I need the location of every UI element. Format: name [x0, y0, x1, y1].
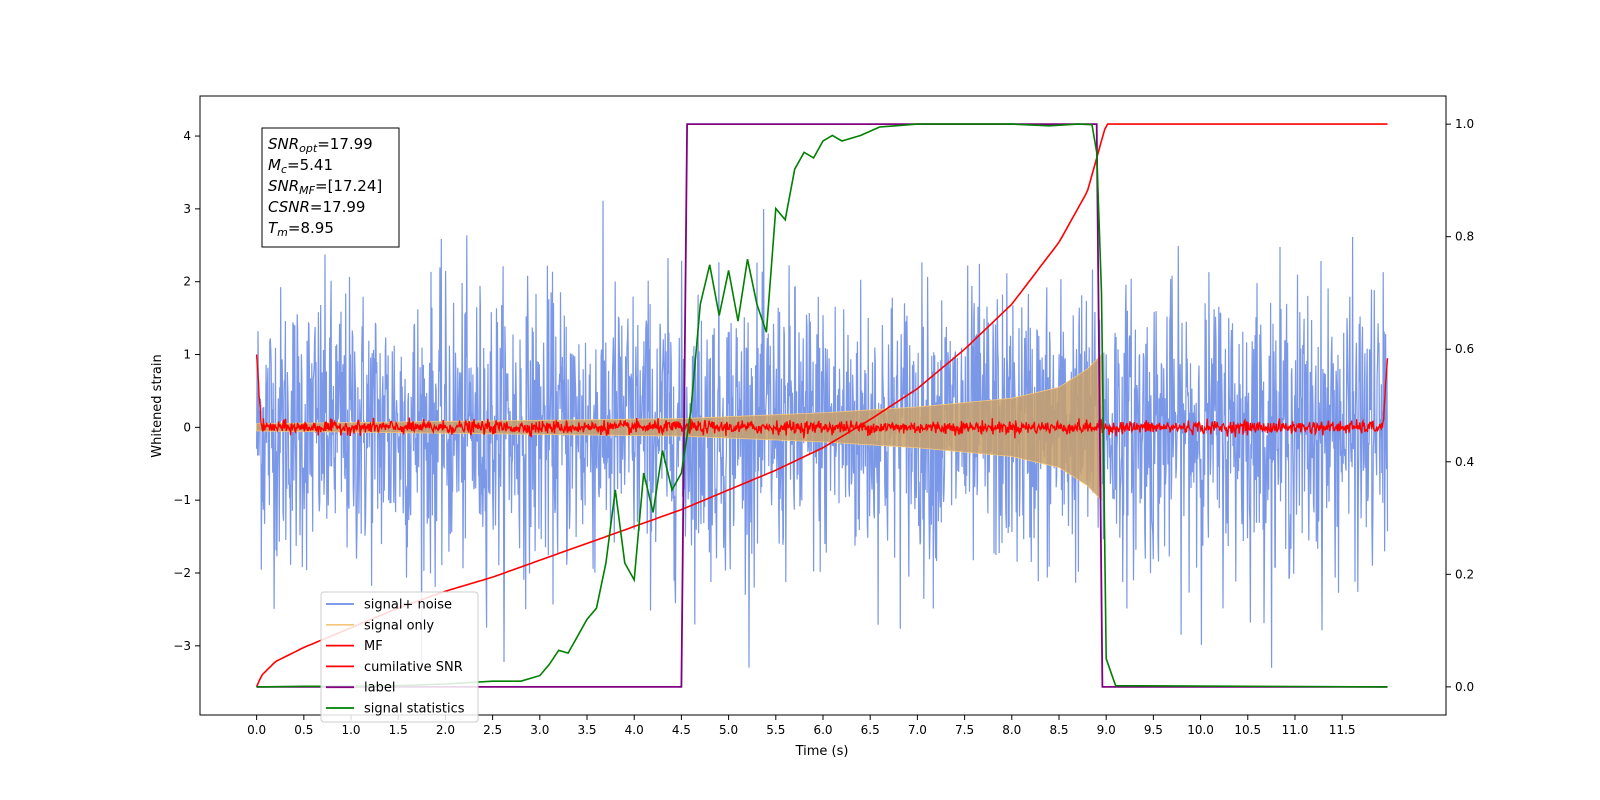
- x-tick-label: 1.5: [389, 723, 408, 737]
- x-tick-label: 6.0: [813, 723, 832, 737]
- x-tick-label: 0.5: [294, 723, 313, 737]
- x-tick-label: 2.0: [436, 723, 455, 737]
- x-tick-label: 9.5: [1144, 723, 1163, 737]
- x-tick-label: 5.0: [719, 723, 738, 737]
- legend-entry-label: signal statistics: [364, 702, 465, 717]
- y-right-tick-label: 1.0: [1455, 117, 1474, 131]
- x-tick-label: 11.0: [1282, 723, 1309, 737]
- x-tick-label: 6.5: [861, 723, 880, 737]
- y-right-tick-label: 0.0: [1455, 680, 1474, 694]
- series-label-line: [256, 123, 1388, 688]
- x-tick-label: 4.5: [672, 723, 691, 737]
- x-tick-label: 4.0: [625, 723, 644, 737]
- y-left-tick-label: −1: [173, 493, 191, 507]
- x-tick-label: 8.0: [1002, 723, 1021, 737]
- y-left-tick-label: 1: [183, 348, 191, 362]
- x-tick-label: 3.0: [530, 723, 549, 737]
- y-right-tick-label: 0.2: [1455, 567, 1474, 581]
- y-left-tick-label: −3: [173, 639, 191, 653]
- legend-entry-label: MF: [364, 639, 383, 654]
- series-cumulative-snr-line: [255, 123, 1388, 688]
- y-axis-label: Whitened strain: [150, 354, 165, 457]
- x-tick-label: 10.5: [1234, 723, 1261, 737]
- x-tick-label: 10.0: [1187, 723, 1214, 737]
- series-signal-statistics-line: [256, 123, 1388, 688]
- annotation-line: SNRopt=17.99: [268, 135, 373, 155]
- y-left-tick-label: 0: [183, 420, 191, 434]
- series-mf-line: [255, 354, 1389, 439]
- x-tick-label: 7.0: [908, 723, 927, 737]
- y-left-tick-label: 2: [183, 275, 191, 289]
- x-tick-label: 11.5: [1329, 723, 1356, 737]
- legend-entry-label: signal+ noise: [364, 598, 452, 613]
- x-tick-label: 2.5: [483, 723, 502, 737]
- x-tick-label: 0.0: [247, 723, 266, 737]
- annotation-line: Tm=8.95: [268, 219, 334, 239]
- x-tick-label: 5.5: [766, 723, 785, 737]
- y-left-tick-label: 4: [183, 129, 191, 143]
- annotation-line: SNRMF=[17.24]: [268, 177, 382, 197]
- x-tick-label: 3.5: [577, 723, 596, 737]
- legend-frame: [320, 591, 479, 723]
- x-tick-label: 1.0: [341, 723, 360, 737]
- legend-entry-label: label: [364, 681, 395, 696]
- x-tick-label: 9.0: [1097, 723, 1116, 737]
- y-left-tick-label: −2: [173, 566, 191, 580]
- legend-entry-label: signal only: [364, 618, 434, 633]
- x-tick-label: 7.5: [955, 723, 974, 737]
- y-right-tick-label: 0.4: [1455, 455, 1474, 469]
- annotation-line: CSNR=17.99: [268, 198, 365, 216]
- legend-entry-label: cumilative SNR: [364, 660, 463, 675]
- y-right-tick-label: 0.8: [1455, 230, 1474, 244]
- annotation-line: Mc=5.41: [268, 156, 333, 176]
- y-left-tick-label: 3: [183, 202, 191, 216]
- annotation-box-frame: [261, 127, 400, 248]
- y-right-tick-label: 0.6: [1455, 342, 1474, 356]
- x-tick-label: 8.5: [1049, 723, 1068, 737]
- x-axis-label: Time (s): [795, 744, 849, 759]
